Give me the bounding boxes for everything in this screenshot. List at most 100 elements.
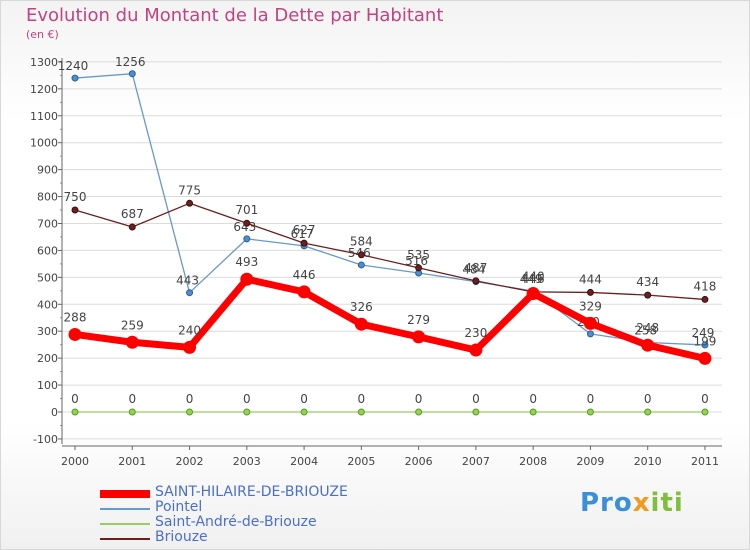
data-label: 326 bbox=[350, 300, 373, 314]
data-point bbox=[701, 408, 709, 416]
data-label: 0 bbox=[644, 392, 652, 406]
data-label: 701 bbox=[235, 203, 258, 217]
y-tick-label: 400 bbox=[37, 298, 58, 311]
data-label: 248 bbox=[636, 321, 659, 335]
data-point bbox=[71, 206, 79, 214]
x-tick-label: 2003 bbox=[233, 455, 261, 468]
data-point bbox=[701, 341, 709, 349]
series-line-briouze bbox=[74, 202, 706, 301]
legend-item: Pointel bbox=[100, 499, 400, 516]
data-point bbox=[641, 338, 655, 352]
data-point bbox=[644, 291, 652, 299]
data-point bbox=[698, 351, 712, 365]
logo-part-3: iti bbox=[650, 488, 684, 518]
legend-item: Briouze bbox=[100, 529, 400, 546]
data-point bbox=[701, 295, 709, 303]
data-point bbox=[354, 317, 368, 331]
data-point bbox=[472, 408, 480, 416]
x-tick-label: 2007 bbox=[462, 455, 490, 468]
y-tick-label: 1100 bbox=[30, 110, 58, 123]
data-label: 487 bbox=[464, 261, 487, 275]
y-tick-label: 1200 bbox=[30, 83, 58, 96]
legend-label: Saint-André-de-Briouze bbox=[155, 514, 317, 530]
data-point bbox=[357, 408, 365, 416]
data-label: 434 bbox=[636, 275, 659, 289]
data-label: 279 bbox=[407, 313, 430, 327]
data-point bbox=[128, 70, 136, 78]
data-label: 687 bbox=[121, 207, 144, 221]
data-point bbox=[300, 408, 308, 416]
data-point bbox=[586, 288, 594, 296]
y-tick-label: 100 bbox=[37, 379, 58, 392]
legend-swatch bbox=[100, 508, 150, 510]
data-label: 0 bbox=[415, 392, 423, 406]
data-point bbox=[125, 335, 139, 349]
legend-label: Briouze bbox=[155, 529, 208, 545]
data-point bbox=[586, 330, 594, 338]
data-label: 199 bbox=[694, 334, 717, 348]
data-point bbox=[583, 316, 597, 330]
y-tick-label: 600 bbox=[37, 244, 58, 257]
proxiti-logo: Proxiti bbox=[580, 488, 684, 518]
data-label: 449 bbox=[520, 272, 543, 286]
chart-subtitle: (en €) bbox=[26, 28, 59, 41]
data-label: 750 bbox=[64, 190, 87, 204]
data-label: 584 bbox=[350, 235, 373, 249]
x-tick-label: 2006 bbox=[405, 455, 433, 468]
data-label: 484 bbox=[462, 263, 485, 277]
data-point bbox=[357, 261, 365, 269]
legend-swatch bbox=[100, 490, 150, 498]
legend-swatch bbox=[100, 538, 150, 540]
data-label: 627 bbox=[293, 223, 316, 237]
data-point bbox=[243, 219, 251, 227]
series-line-pointel bbox=[74, 73, 705, 346]
data-label: 443 bbox=[176, 274, 199, 288]
legend-item: SAINT-HILAIRE-DE-BRIOUZE bbox=[100, 484, 400, 501]
data-point bbox=[71, 408, 79, 416]
data-label: 0 bbox=[300, 392, 308, 406]
data-label: 493 bbox=[235, 255, 258, 269]
y-tick-label: 900 bbox=[37, 164, 58, 177]
data-label: 230 bbox=[464, 326, 487, 340]
data-point bbox=[644, 408, 652, 416]
data-point bbox=[240, 272, 254, 286]
legend: SAINT-HILAIRE-DE-BRIOUZE Pointel Saint-And… bbox=[100, 484, 400, 546]
y-tick-label: 1300 bbox=[30, 56, 58, 69]
data-label: 535 bbox=[407, 248, 430, 262]
data-point bbox=[300, 239, 308, 247]
legend-swatch bbox=[100, 523, 150, 525]
data-point bbox=[357, 251, 365, 259]
y-tick-label: -100 bbox=[33, 433, 58, 446]
data-point bbox=[469, 343, 483, 357]
series-line-saint-hilaire-de-briouze bbox=[74, 275, 706, 362]
data-label: 0 bbox=[358, 392, 366, 406]
y-tick-label: 500 bbox=[37, 271, 58, 284]
data-point bbox=[297, 285, 311, 299]
data-point bbox=[243, 408, 251, 416]
x-tick-label: 2005 bbox=[347, 455, 375, 468]
data-point bbox=[186, 199, 194, 207]
data-point bbox=[415, 264, 423, 272]
data-point bbox=[128, 408, 136, 416]
data-point bbox=[183, 340, 197, 354]
data-label: 0 bbox=[529, 392, 537, 406]
legend-item: Saint-André-de-Briouze bbox=[100, 514, 400, 531]
y-tick-label: 800 bbox=[37, 191, 58, 204]
data-point bbox=[415, 408, 423, 416]
x-tick-label: 2001 bbox=[118, 455, 146, 468]
y-tick-label: 200 bbox=[37, 352, 58, 365]
legend-label: Pointel bbox=[155, 499, 203, 515]
data-label: 0 bbox=[71, 392, 79, 406]
legend-label: SAINT-HILAIRE-DE-BRIOUZE bbox=[155, 484, 348, 500]
data-label: 0 bbox=[587, 392, 595, 406]
data-label: 259 bbox=[121, 318, 144, 332]
data-label: 643 bbox=[233, 220, 256, 234]
chart-title: Evolution du Montant de la Dette par Hab… bbox=[26, 5, 444, 26]
data-label: 240 bbox=[178, 323, 201, 337]
data-point bbox=[243, 235, 251, 243]
data-label: 329 bbox=[579, 299, 602, 313]
x-tick-label: 2004 bbox=[290, 455, 318, 468]
x-tick-label: 2009 bbox=[576, 455, 604, 468]
